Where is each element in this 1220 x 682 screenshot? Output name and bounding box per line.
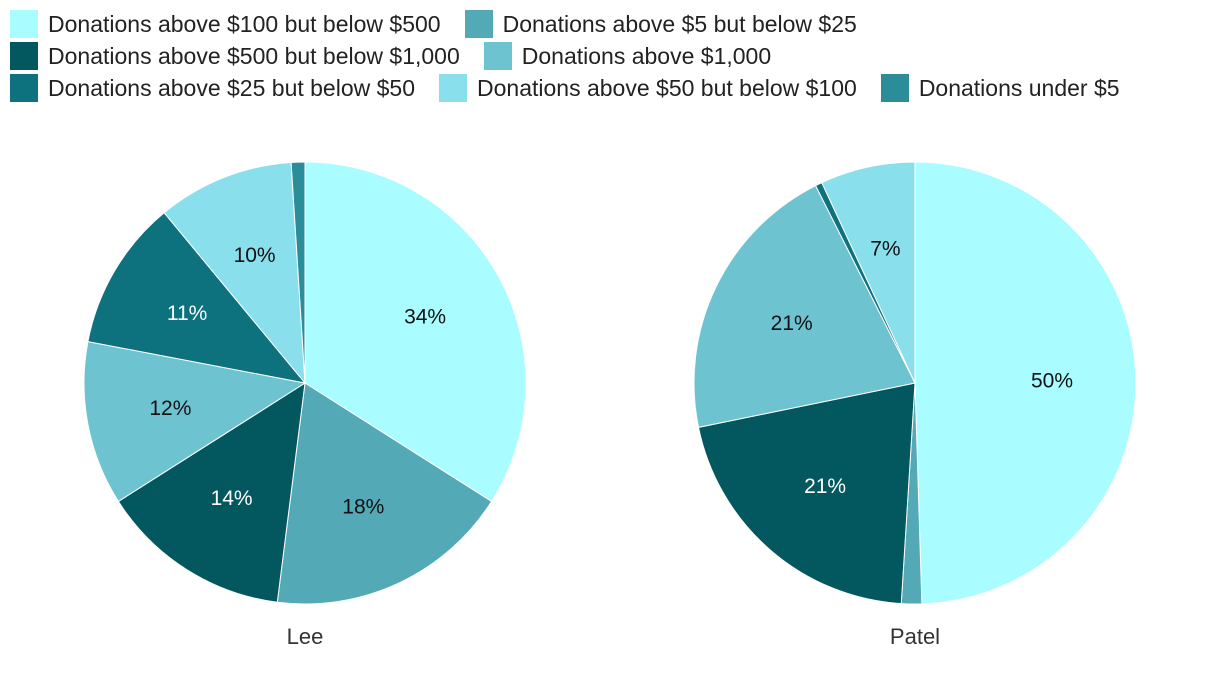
legend-row: Donations above $100 but below $500 Dona… [10,8,1210,40]
legend-swatch [439,74,468,102]
slice-label: 21% [804,475,846,498]
legend-item[interactable]: Donations above $50 but below $100 [439,74,857,102]
pie-slice[interactable] [914,161,1137,605]
legend-item[interactable]: Donations above $25 but below $50 [10,74,415,102]
legend-swatch [464,10,493,38]
legend-item[interactable]: Donations above $500 but below $1,000 [10,42,460,70]
legend-swatch [880,74,909,102]
pie-title: Patel [890,624,940,649]
slice-label: 7% [870,238,900,261]
pie-slice[interactable] [87,212,307,384]
legend-item[interactable]: Donations above $5 but below $25 [464,10,857,38]
legend-swatch [483,42,512,70]
slice-label: 34% [404,306,446,329]
pie-slice[interactable] [693,184,916,428]
pie-slice[interactable] [290,161,306,384]
pie-slice[interactable] [821,161,916,384]
pie-slice[interactable] [163,161,306,385]
legend-item[interactable]: Donations above $1,000 [483,42,772,70]
slice-label: 21% [771,312,813,335]
slice-label: 18% [342,496,384,519]
legend-label: Donations above $100 but below $500 [48,10,441,37]
slice-label: 10% [234,244,276,267]
pie-lee: 34% 18% 14% 12% 11% 10% Lee [83,161,527,649]
slice-label: 12% [149,397,191,420]
legend-row: Donations above $500 but below $1,000 Do… [10,40,1210,72]
legend-label: Donations above $5 but below $25 [502,10,857,37]
legend-label: Donations above $1,000 [521,42,772,69]
pie-patel: 50% 21% 21% 7% Patel [693,161,1137,649]
legend-item[interactable]: Donations above $100 but below $500 [10,10,441,38]
legend-swatch [10,42,38,70]
legend-swatch [10,10,38,38]
legend-item[interactable]: Donations under $5 [880,74,1120,102]
slice-label: 14% [211,487,253,510]
pie-slice[interactable] [117,382,306,603]
pie-title: Lee [287,624,324,649]
legend-label: Donations under $5 [918,74,1120,101]
legend-swatch [10,74,38,102]
pie-slice[interactable] [83,341,307,503]
slice-label: 50% [1031,369,1073,392]
legend: Donations above $100 but below $500 Dona… [10,8,1210,104]
legend-label: Donations above $500 but below $1,000 [48,42,460,69]
pie-slice[interactable] [697,382,916,605]
legend-label: Donations above $50 but below $100 [477,74,857,101]
legend-row: Donations above $25 but below $50 Donati… [10,72,1210,104]
pie-slice[interactable] [304,161,527,503]
legend-label: Donations above $25 but below $50 [48,74,416,101]
pie-slice[interactable] [276,382,493,605]
slice-label: 11% [167,302,207,325]
